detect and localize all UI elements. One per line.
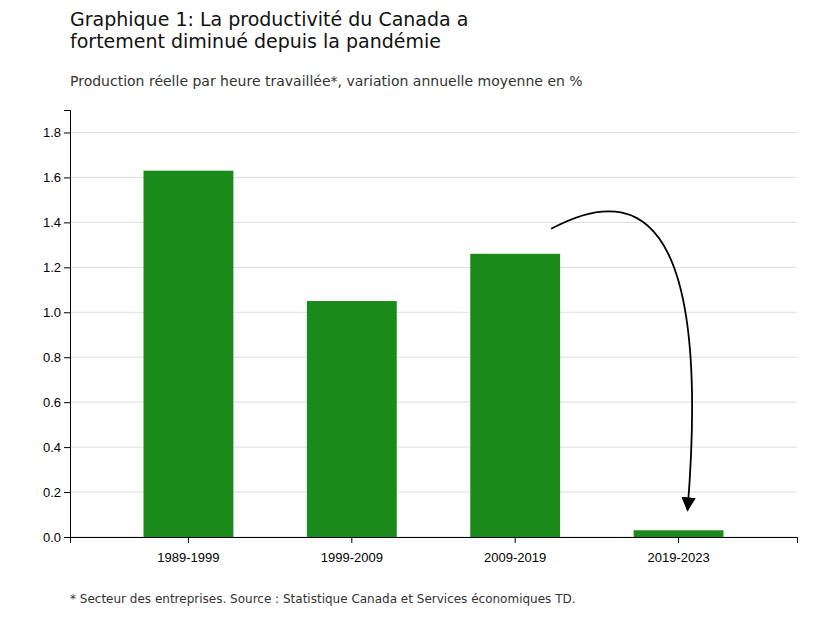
x-tick-mark bbox=[351, 537, 352, 543]
y-tick-mark bbox=[64, 357, 70, 358]
plot: 0.00.20.40.60.81.01.21.41.61.81989-19991… bbox=[43, 111, 798, 565]
x-tick-mark bbox=[678, 537, 679, 543]
footnote: * Secteur des entreprises. Source : Stat… bbox=[70, 592, 576, 606]
y-tick-mark bbox=[64, 402, 70, 403]
y-tick: 1.2 bbox=[43, 260, 70, 275]
title: fortement diminué depuis la pandémie bbox=[70, 30, 441, 52]
y-axis-line bbox=[64, 111, 71, 538]
x-tick: 2009-2019 bbox=[484, 537, 546, 565]
y-tick-mark bbox=[64, 537, 70, 538]
grid bbox=[70, 132, 797, 537]
y-tick-label: 1.8 bbox=[43, 125, 61, 140]
y-tick-label: 0.8 bbox=[43, 350, 61, 365]
y-tick-mark bbox=[64, 132, 70, 133]
x-tick-label: 1989-1999 bbox=[157, 550, 219, 565]
y-tick-label: 0.2 bbox=[43, 485, 61, 500]
y-tick-mark bbox=[64, 267, 70, 268]
x-tick-label: 2019-2023 bbox=[647, 550, 709, 565]
y-tick-mark bbox=[64, 177, 70, 178]
x-tick-mark bbox=[188, 537, 189, 543]
bars bbox=[144, 171, 724, 537]
x-tick-mark bbox=[515, 537, 516, 543]
y-tick-label: 1.2 bbox=[43, 260, 61, 275]
x-axis: 1989-1999 1999-2009 2009-2019 2019-2023 bbox=[71, 537, 798, 565]
y-tick: 0.2 bbox=[43, 485, 70, 500]
y-tick: 1.6 bbox=[43, 170, 70, 185]
y-tick: 0.0 bbox=[43, 530, 70, 545]
x-axis-line bbox=[71, 538, 798, 544]
y-tick-mark bbox=[64, 492, 70, 493]
y-tick: 0.8 bbox=[43, 350, 70, 365]
grid-line bbox=[70, 132, 797, 133]
y-tick: 0.6 bbox=[43, 395, 70, 410]
x-tick: 1999-2009 bbox=[321, 537, 383, 565]
y-tick: 0.4 bbox=[43, 440, 70, 455]
y-tick-label: 1.6 bbox=[43, 170, 61, 185]
x-tick-label: 2009-2019 bbox=[484, 550, 546, 565]
y-tick-mark bbox=[64, 222, 70, 223]
x-tick: 1989-1999 bbox=[157, 537, 219, 565]
arrow bbox=[551, 211, 692, 510]
y-tick-label: 0.4 bbox=[43, 440, 61, 455]
y-tick: 1.4 bbox=[43, 215, 70, 230]
x-tick-label: 1999-2009 bbox=[321, 550, 383, 565]
y-tick-label: 1.4 bbox=[43, 215, 61, 230]
y-axis: 0.0 0.2 0.4 0.6 0.8 1.0 1.2 1.4 1.6 1.8 bbox=[43, 111, 71, 545]
subtitle: Production réelle par heure travaillée*,… bbox=[70, 73, 583, 89]
bar bbox=[470, 254, 560, 537]
y-tick-label: 0.6 bbox=[43, 395, 61, 410]
y-tick: 1.0 bbox=[43, 305, 70, 320]
y-tick-mark bbox=[64, 312, 70, 313]
bar bbox=[144, 171, 234, 537]
bar bbox=[634, 530, 724, 537]
y-tick-label: 1.0 bbox=[43, 305, 61, 320]
x-tick: 2019-2023 bbox=[647, 537, 709, 565]
bar bbox=[307, 301, 397, 537]
y-tick-label: 0.0 bbox=[43, 530, 61, 545]
y-tick: 1.8 bbox=[43, 125, 70, 140]
chart: Graphique 1: La productivité du Canada a… bbox=[0, 0, 827, 617]
title: Graphique 1: La productivité du Canada a bbox=[70, 8, 468, 30]
y-tick-mark bbox=[64, 447, 70, 448]
